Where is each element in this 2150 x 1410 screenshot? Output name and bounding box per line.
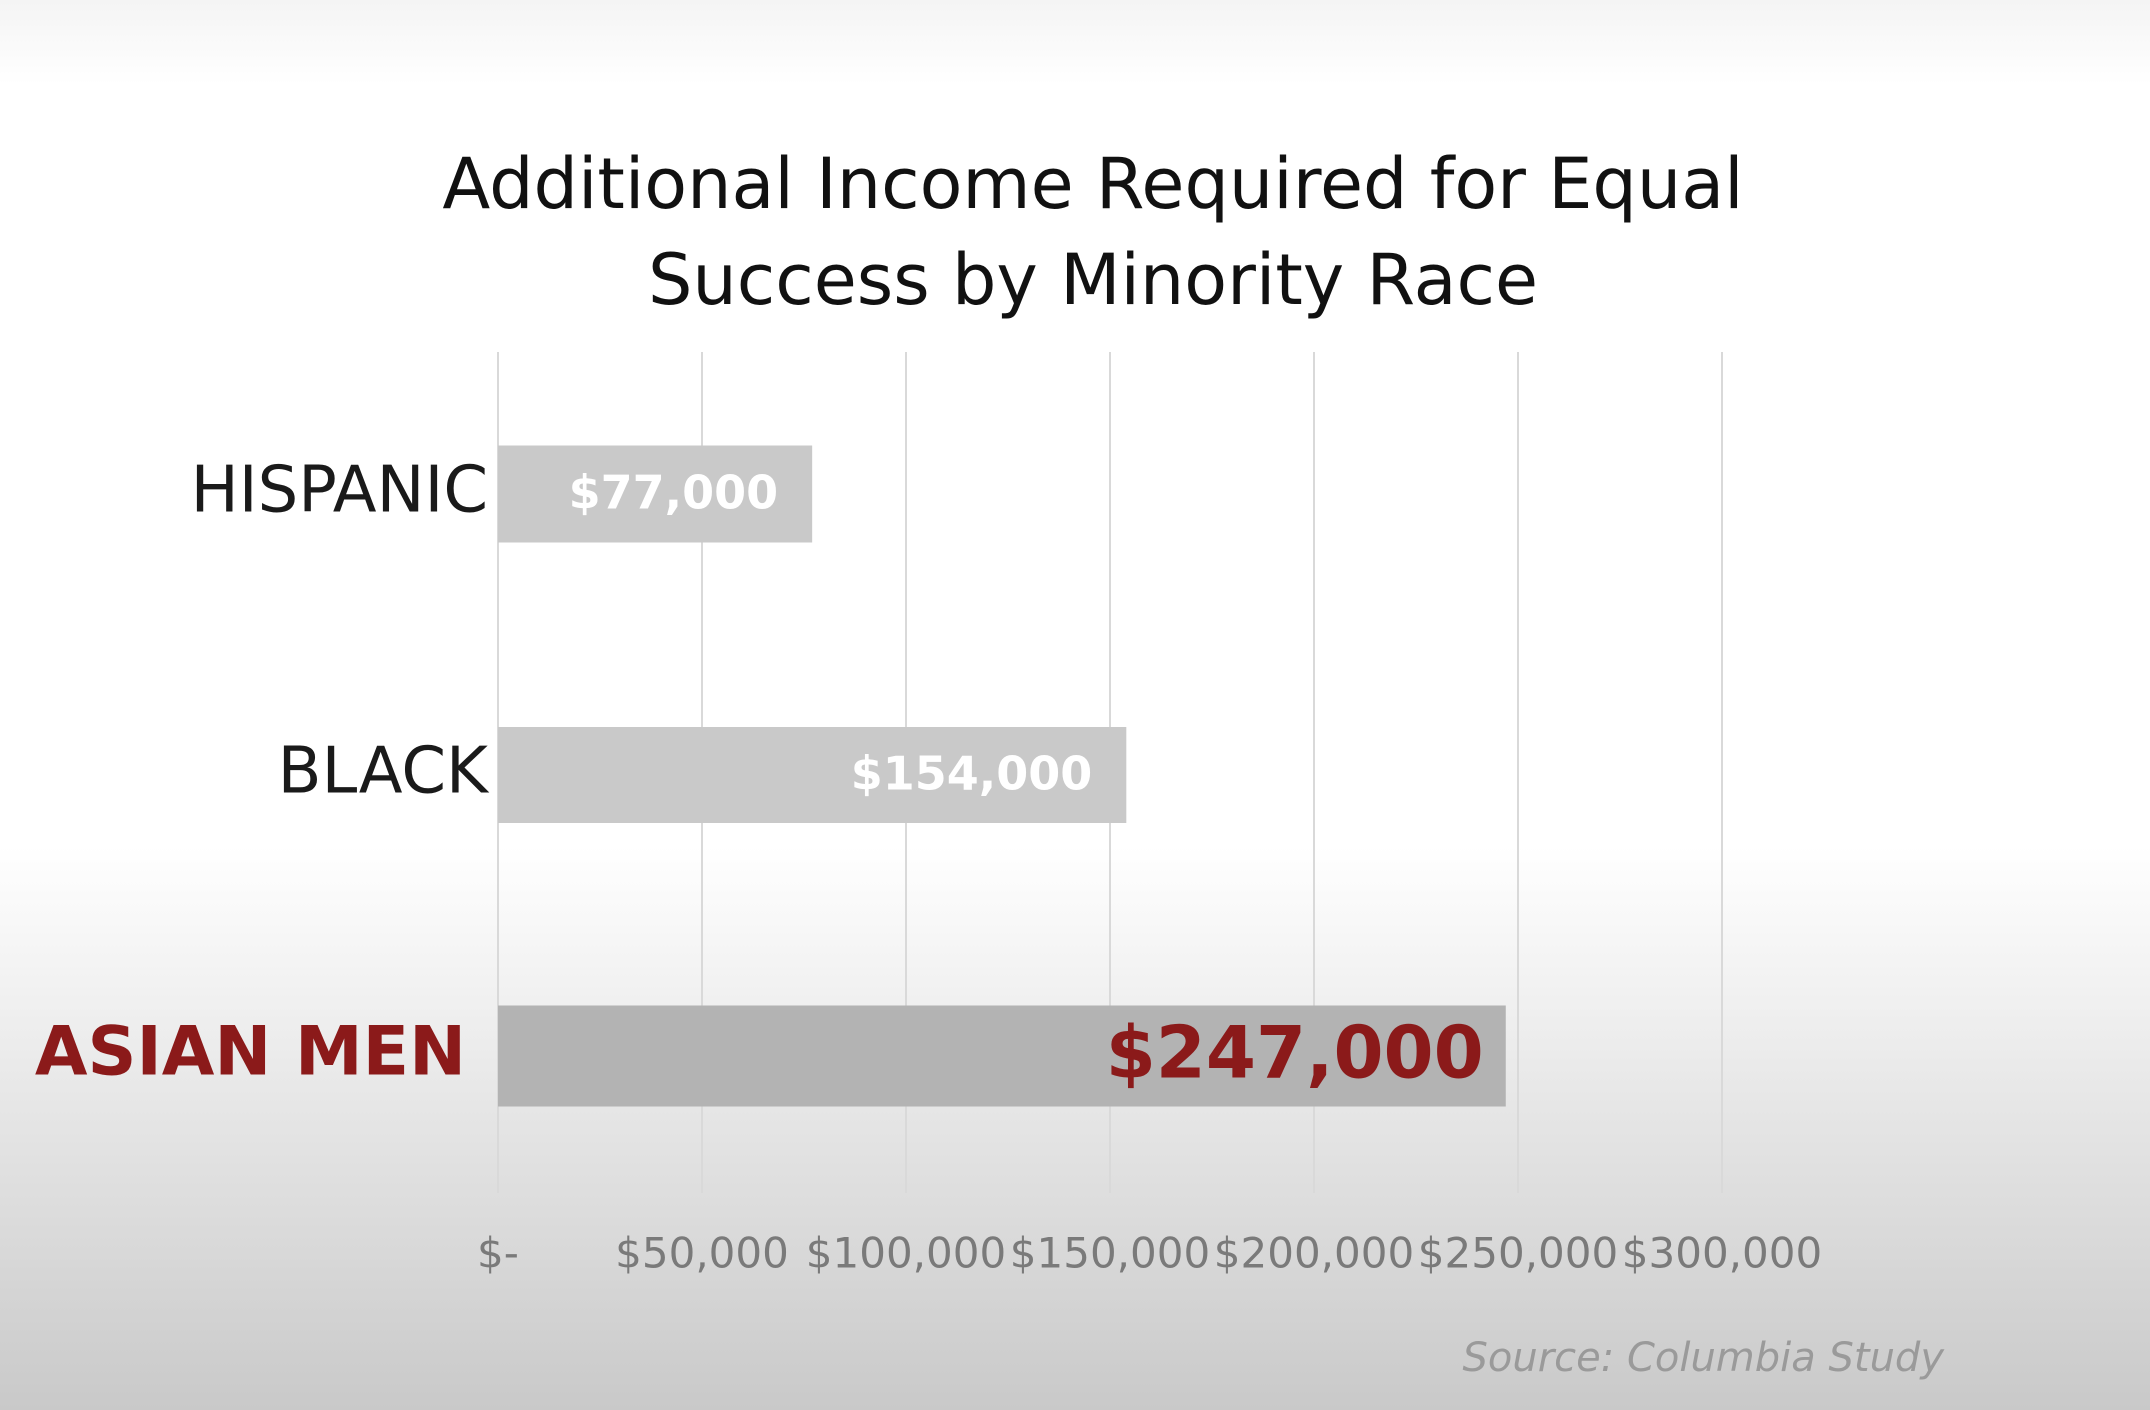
category-label: BLACK bbox=[278, 735, 490, 809]
x-tick-label: $250,000 bbox=[1418, 1229, 1618, 1278]
chart-title: Additional Income Required for Equal bbox=[442, 143, 1743, 225]
bar bbox=[498, 445, 813, 543]
value-label: $154,000 bbox=[851, 747, 1093, 801]
value-label: $247,000 bbox=[1106, 1011, 1484, 1095]
value-label: $77,000 bbox=[569, 466, 779, 520]
source-note: Source: Columbia Study bbox=[1462, 1335, 1945, 1381]
x-tick-label: $150,000 bbox=[1010, 1229, 1210, 1278]
bar bbox=[498, 727, 1127, 823]
x-tick-label: $50,000 bbox=[615, 1229, 789, 1278]
category-label: HISPANIC bbox=[191, 454, 488, 528]
x-tick-label: $200,000 bbox=[1214, 1229, 1414, 1278]
category-label: ASIAN MEN bbox=[35, 1013, 466, 1092]
x-tick-label: $100,000 bbox=[806, 1229, 1006, 1278]
x-tick-label: $300,000 bbox=[1622, 1229, 1822, 1278]
bar bbox=[498, 1005, 1506, 1107]
chart-title: Success by Minority Race bbox=[648, 239, 1538, 321]
x-tick-label: $- bbox=[477, 1229, 519, 1278]
